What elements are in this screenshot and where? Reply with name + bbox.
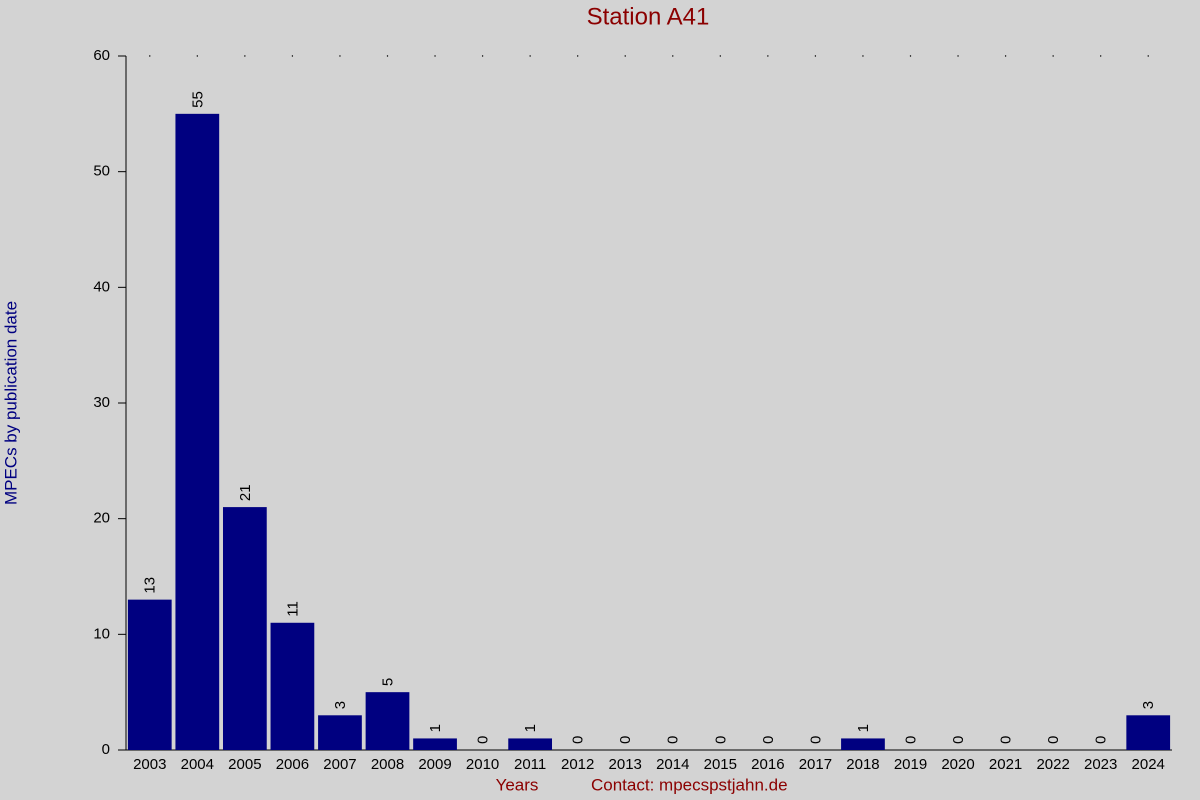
top-dot bbox=[196, 55, 199, 57]
x-axis-label: Years bbox=[496, 775, 539, 794]
contact-note: Contact: mpecspstjahn.de bbox=[591, 775, 788, 794]
y-tick-label: 30 bbox=[93, 394, 110, 411]
bar bbox=[222, 507, 267, 750]
y-tick-label: 40 bbox=[93, 278, 110, 295]
x-tick-label: 2016 bbox=[751, 756, 784, 773]
value-label: 0 bbox=[1093, 736, 1110, 744]
top-dot bbox=[529, 55, 531, 57]
x-tick-label: 2013 bbox=[609, 756, 642, 773]
x-tick-label: 2008 bbox=[371, 756, 404, 773]
top-dot bbox=[576, 55, 579, 57]
bar bbox=[270, 622, 315, 750]
value-label: 13 bbox=[142, 577, 159, 594]
bar bbox=[365, 692, 410, 750]
bar bbox=[508, 738, 553, 750]
top-dot bbox=[672, 55, 674, 57]
top-dot bbox=[767, 55, 769, 57]
x-tick-label: 2020 bbox=[941, 756, 974, 773]
x-tick-label: 2018 bbox=[846, 756, 879, 773]
value-label: 3 bbox=[1140, 701, 1157, 709]
chart-title: Station A41 bbox=[587, 3, 710, 30]
x-tick-label: 2015 bbox=[704, 756, 737, 773]
x-tick-label: 2022 bbox=[1036, 756, 1069, 773]
x-tick-label: 2024 bbox=[1132, 756, 1165, 773]
top-dot bbox=[339, 55, 341, 57]
x-tick-label: 2007 bbox=[323, 756, 356, 773]
top-dot bbox=[386, 55, 389, 57]
value-label: 0 bbox=[760, 736, 777, 744]
x-tick-label: 2021 bbox=[989, 756, 1022, 773]
top-dot bbox=[862, 55, 864, 57]
bar bbox=[127, 599, 172, 750]
x-tick-label: 2010 bbox=[466, 756, 499, 773]
value-label: 1 bbox=[855, 724, 872, 732]
top-dot bbox=[814, 55, 817, 57]
top-dot bbox=[909, 55, 912, 57]
top-dot bbox=[1147, 55, 1149, 57]
top-dot bbox=[624, 55, 626, 57]
top-dot bbox=[244, 55, 246, 57]
x-tick-label: 2017 bbox=[799, 756, 832, 773]
y-tick-label: 0 bbox=[102, 741, 110, 758]
top-dot bbox=[957, 55, 959, 57]
bar bbox=[841, 738, 885, 750]
x-tick-label: 2004 bbox=[181, 756, 214, 773]
value-label: 0 bbox=[807, 736, 824, 744]
value-label: 0 bbox=[1045, 736, 1062, 744]
bar bbox=[318, 715, 362, 750]
y-tick-label: 10 bbox=[93, 625, 110, 642]
bar bbox=[413, 738, 457, 750]
x-tick-label: 2023 bbox=[1084, 756, 1117, 773]
x-tick-label: 2012 bbox=[561, 756, 594, 773]
x-tick-label: 2014 bbox=[656, 756, 689, 773]
value-label: 5 bbox=[379, 678, 396, 686]
value-label: 0 bbox=[950, 736, 967, 744]
bar bbox=[175, 113, 220, 751]
value-label: 0 bbox=[665, 736, 682, 744]
top-dot bbox=[719, 55, 722, 57]
x-tick-label: 2019 bbox=[894, 756, 927, 773]
top-dot bbox=[1052, 55, 1054, 57]
value-label: 11 bbox=[284, 601, 301, 617]
top-dot bbox=[1004, 55, 1007, 57]
top-dot bbox=[1099, 55, 1102, 57]
top-dot bbox=[149, 55, 151, 57]
y-tick-label: 20 bbox=[93, 510, 110, 527]
value-label: 0 bbox=[712, 736, 729, 744]
value-label: 3 bbox=[332, 701, 349, 709]
value-label: 0 bbox=[617, 736, 634, 744]
value-label: 0 bbox=[998, 736, 1015, 744]
y-tick-label: 60 bbox=[93, 47, 110, 64]
x-tick-label: 2009 bbox=[418, 756, 451, 773]
x-tick-label: 2005 bbox=[228, 756, 261, 773]
top-dot bbox=[481, 55, 484, 57]
x-tick-label: 2011 bbox=[514, 756, 546, 773]
value-label: 55 bbox=[189, 91, 206, 108]
value-label: 21 bbox=[237, 484, 254, 501]
value-label: 0 bbox=[475, 736, 492, 744]
value-label: 0 bbox=[902, 736, 919, 744]
top-dot bbox=[434, 55, 436, 57]
y-tick-label: 50 bbox=[93, 163, 110, 180]
bar bbox=[1126, 715, 1171, 750]
top-dot bbox=[291, 55, 294, 57]
y-axis-label: MPECs by publication date bbox=[1, 301, 20, 505]
value-label: 1 bbox=[522, 724, 539, 732]
value-label: 0 bbox=[570, 736, 587, 744]
x-tick-label: 2006 bbox=[276, 756, 309, 773]
x-tick-label: 2003 bbox=[133, 756, 166, 773]
value-label: 1 bbox=[427, 724, 444, 732]
